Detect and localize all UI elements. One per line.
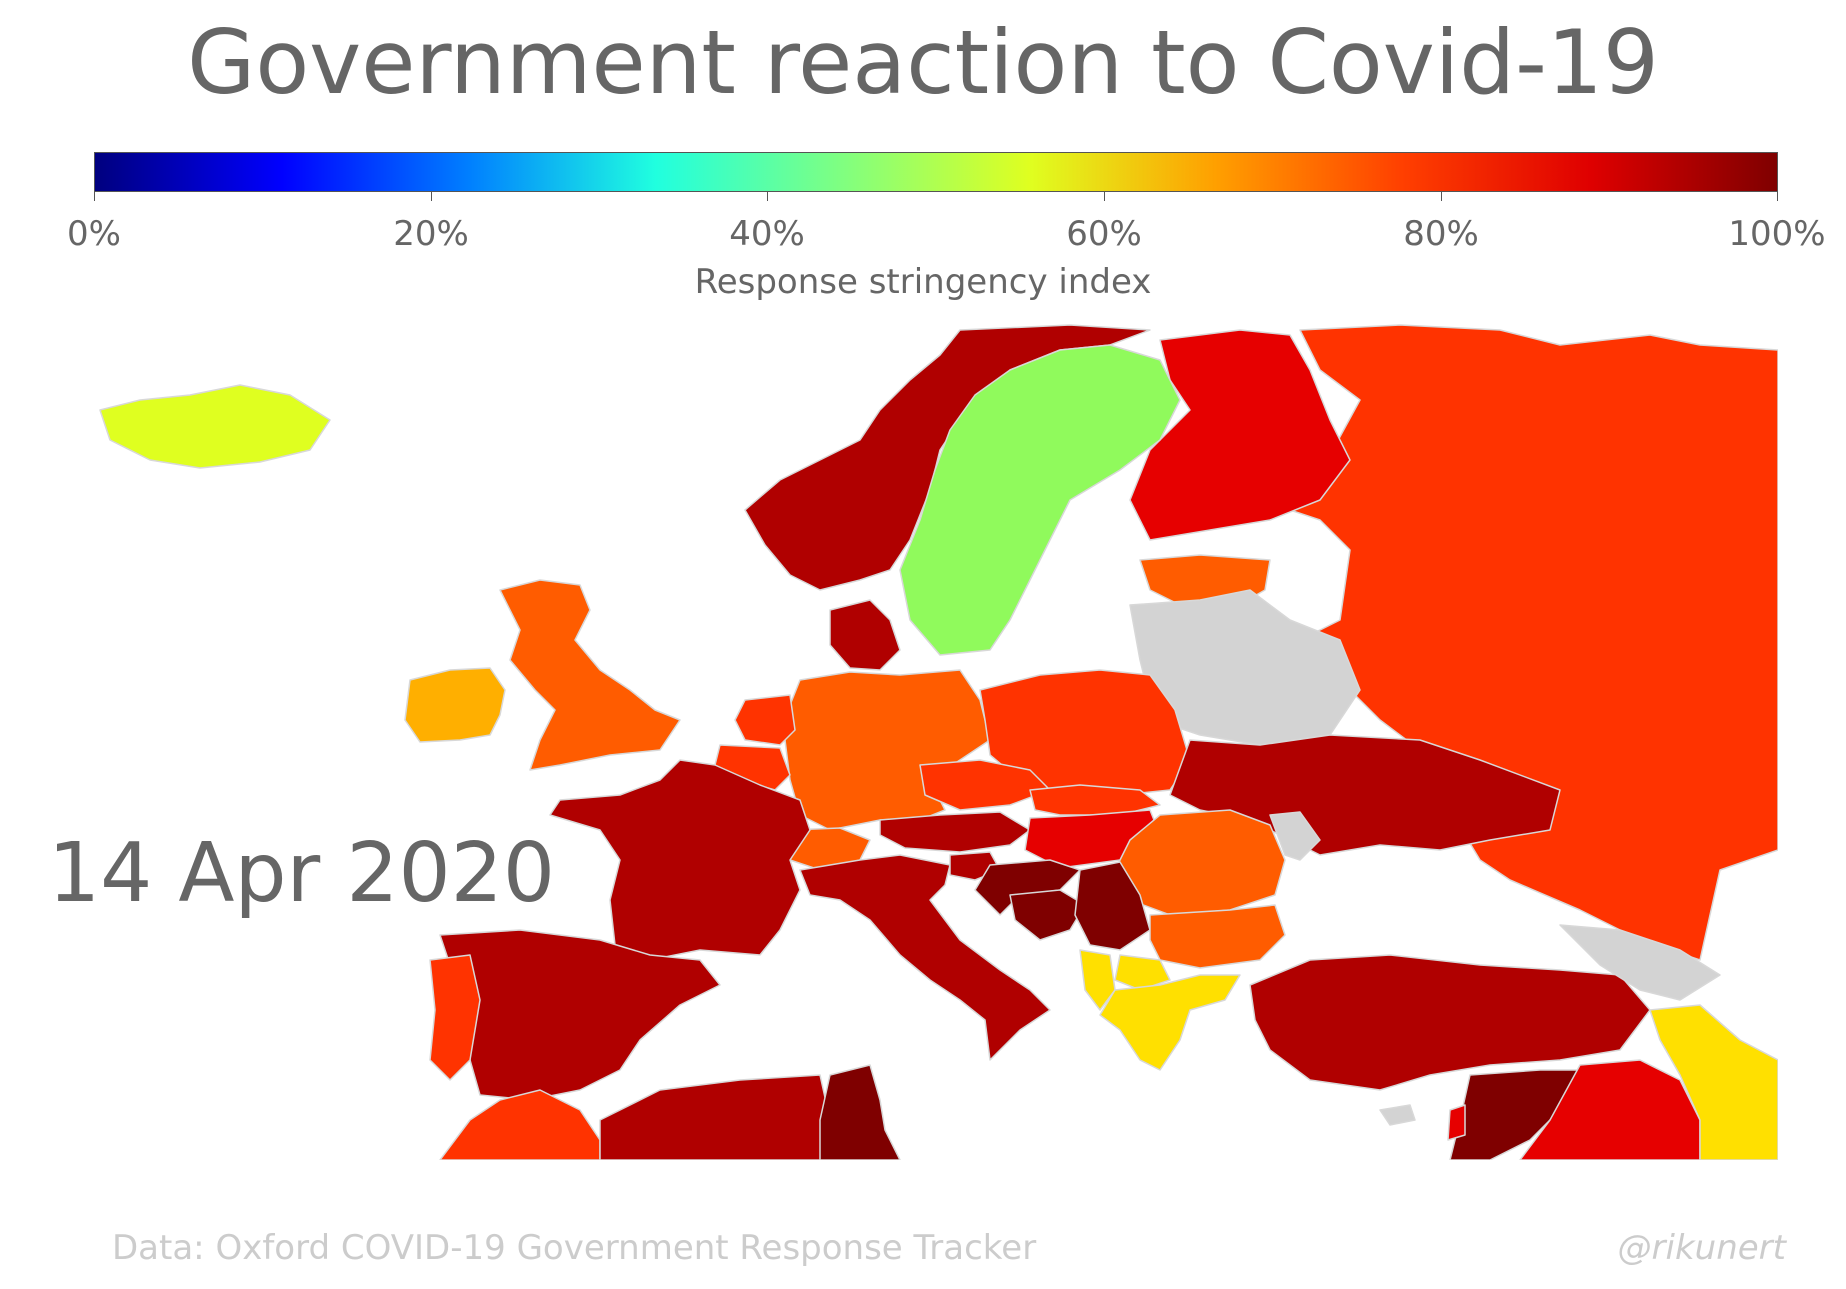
country-iran <box>1649 1004 1778 1160</box>
colorbar-tick-label: 0% <box>67 214 121 254</box>
colorbar-tick-label: 40% <box>729 214 805 254</box>
chart-title: Government reaction to Covid-19 <box>187 11 1659 114</box>
country-morocco <box>439 1089 601 1160</box>
country-finland <box>1129 329 1351 541</box>
country-iceland <box>99 384 331 469</box>
country-spain <box>439 929 721 1101</box>
country-bulgaria <box>1149 904 1286 969</box>
colorbar-tick <box>1777 192 1778 201</box>
country-poland <box>979 669 1191 796</box>
colorbar-tick-label: 100% <box>1728 214 1826 254</box>
colorbar-tick <box>1441 192 1442 201</box>
country-lebanon <box>1447 1104 1466 1141</box>
colorbar-tick <box>767 192 768 201</box>
country-france <box>549 759 811 961</box>
author-credit: @rikunert <box>1617 1228 1786 1268</box>
country-cyprus <box>1379 1104 1416 1126</box>
colorbar-tick-label: 80% <box>1403 214 1479 254</box>
country-turkey <box>1249 954 1651 1091</box>
country-moldova <box>1269 811 1321 861</box>
country-algeria <box>599 1074 831 1160</box>
country-albania <box>1079 949 1116 1011</box>
country-serbia <box>1074 861 1151 951</box>
country-czechia <box>919 759 1051 811</box>
country-bosnia <box>1009 889 1086 941</box>
country-denmark <box>829 599 901 671</box>
colorbar-tick <box>94 192 95 201</box>
colorbar-tick-label: 60% <box>1066 214 1142 254</box>
country-sweden <box>899 344 1181 656</box>
country-ireland <box>404 667 506 743</box>
country-portugal <box>429 954 481 1081</box>
colorbar-label: Response stringency index <box>694 262 1152 302</box>
colorbar-ticks <box>94 192 1778 202</box>
europe-map <box>99 324 1778 1160</box>
colorbar-tick <box>431 192 432 201</box>
colorbar-tick <box>1104 192 1105 201</box>
data-source: Data: Oxford COVID-19 Government Respons… <box>112 1228 1037 1268</box>
country-netherlands <box>734 694 796 746</box>
country-tunisia <box>819 1064 901 1160</box>
country-italy <box>799 854 1051 1061</box>
colorbar <box>94 152 1778 192</box>
country-germany <box>784 669 991 831</box>
country-uk <box>499 579 681 771</box>
colorbar-tick-label: 20% <box>393 214 469 254</box>
country-slovakia <box>1029 784 1161 816</box>
country-austria <box>879 811 1031 853</box>
country-georgia <box>1559 924 1721 1001</box>
date-label: 14 Apr 2020 <box>48 826 556 921</box>
country-greece <box>1099 974 1241 1071</box>
